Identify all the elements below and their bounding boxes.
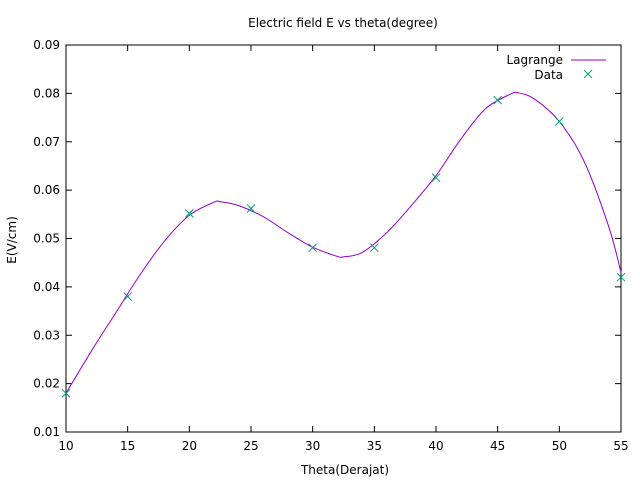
x-tick-label: 15 [120,439,135,453]
y-axis-label: E(V/cm) [5,216,19,263]
data-point [431,173,441,182]
legend: Lagrange Data [506,53,606,82]
y-tick-label: 0.08 [33,86,60,100]
x-tick-label: 30 [305,439,320,453]
legend-label-data: Data [534,68,563,82]
series-line-lagrange [65,91,622,394]
x-tick-label: 20 [182,439,197,453]
x-tick-label: 50 [552,439,567,453]
y-tick-label: 0.05 [33,232,60,246]
x-tick-label: 40 [428,439,443,453]
legend-label-lagrange: Lagrange [506,53,563,67]
data-point [493,95,503,105]
data-point [123,292,133,301]
y-tick-label: 0.03 [33,328,60,342]
series-layer [61,91,626,398]
data-point [61,388,71,398]
y-axis-ticks: 0.01 0.02 0.03 0.04 0.05 0.06 0.07 0.08 0.09 [33,38,621,439]
chart-title: Electric field E vs theta(degree) [248,16,438,30]
data-point [308,243,318,253]
x-axis-ticks: 10 15 20 25 30 35 40 45 50 55 [58,45,629,453]
x-tick-label: 25 [243,439,258,453]
plot-border [65,44,622,433]
data-point [616,272,626,282]
data-point [554,117,564,126]
x-tick-label: 55 [613,439,628,453]
y-tick-label: 0.04 [33,280,60,294]
x-axis-label: Theta(Derajat) [300,463,389,477]
y-tick-label: 0.07 [33,135,60,149]
legend-swatch-data [583,69,593,79]
y-tick-label: 0.01 [33,425,60,439]
y-tick-label: 0.02 [33,377,60,391]
data-point [246,204,256,213]
x-tick-label: 10 [58,439,73,453]
x-tick-label: 35 [367,439,382,453]
y-tick-label: 0.06 [33,183,60,197]
y-tick-label: 0.09 [33,38,60,52]
data-point [184,208,194,218]
x-tick-label: 45 [490,439,505,453]
data-point [369,243,379,253]
